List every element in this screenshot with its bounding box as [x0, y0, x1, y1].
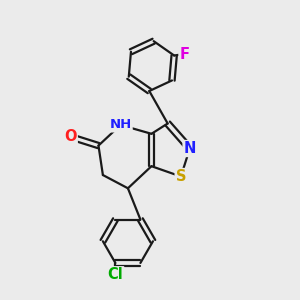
Text: N: N	[184, 141, 196, 156]
Text: S: S	[176, 169, 186, 184]
Text: O: O	[64, 129, 77, 144]
Text: F: F	[179, 46, 190, 62]
Text: Cl: Cl	[107, 267, 123, 282]
Text: NH: NH	[110, 118, 132, 131]
